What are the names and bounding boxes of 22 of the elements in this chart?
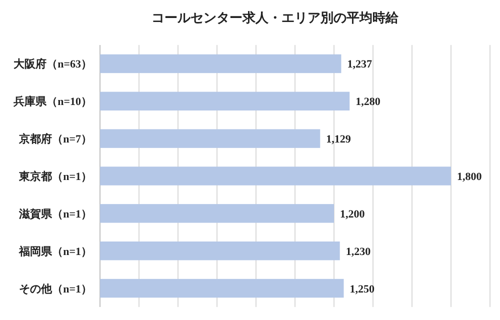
y-tick-label: 京都府（n=7） (18, 132, 92, 146)
data-label: 1,250 (350, 283, 375, 296)
data-label: 1,200 (340, 208, 366, 220)
bar (100, 54, 342, 74)
y-tick-label: 福岡県（n=1） (18, 244, 92, 258)
y-tick-label: 大阪府（n=63） (14, 58, 92, 71)
y-tick-label: 兵庫県（n=10） (12, 95, 92, 108)
data-label: 1,230 (346, 246, 372, 258)
bar (100, 278, 344, 298)
data-label: 1,280 (356, 96, 381, 108)
bar (100, 92, 350, 110)
bar (100, 166, 451, 186)
data-label: 1,129 (326, 134, 352, 146)
data-label: 1,800 (457, 171, 482, 183)
bar (100, 242, 340, 260)
y-tick-label: その他（n=1） (19, 282, 92, 296)
chart-title: コールセンター求人・エリア別の平均時給 (152, 10, 400, 25)
y-tick-label: 滋賀県（n=1） (18, 207, 92, 220)
data-label: 1,237 (347, 58, 372, 71)
y-tick-label: 東京都（n=1） (18, 170, 92, 183)
bar (100, 129, 320, 148)
bar (100, 204, 334, 223)
